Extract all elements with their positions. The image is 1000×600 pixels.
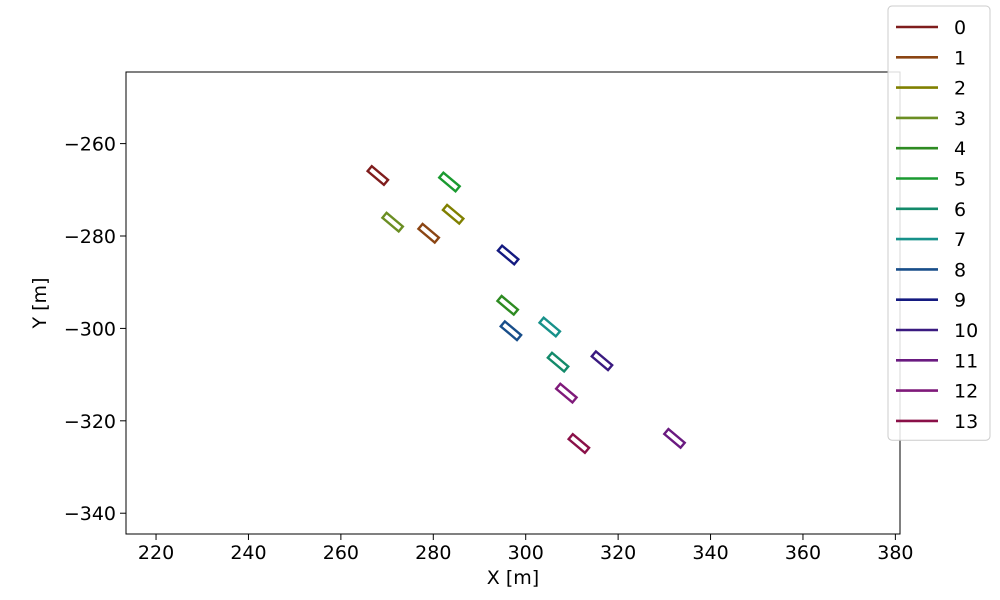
legend-frame [887, 5, 991, 441]
box-mark-9 [496, 243, 521, 266]
x-tick-label: 240 [230, 542, 266, 564]
x-tick-label: 220 [138, 542, 174, 564]
legend-label-1: 1 [954, 47, 966, 69]
box-mark-3 [380, 211, 405, 234]
legend-label-4: 4 [954, 138, 966, 160]
legend-label-11: 11 [954, 350, 978, 372]
legend-label-5: 5 [954, 169, 966, 191]
legend-label-13: 13 [954, 411, 978, 433]
box-mark-2 [441, 203, 466, 226]
box-mark-1 [416, 222, 441, 245]
legend-label-9: 9 [954, 290, 966, 312]
x-tick-label: 280 [415, 542, 451, 564]
y-tick-label: −280 [64, 226, 116, 248]
legend-label-8: 8 [954, 259, 966, 281]
legend-label-0: 0 [954, 17, 966, 39]
x-tick-label: 380 [877, 542, 913, 564]
x-axis-ticks: 220 240 260 280 300 320 340 360 380 [138, 534, 914, 564]
x-tick-label: 320 [600, 542, 636, 564]
x-tick-label: 260 [323, 542, 359, 564]
y-tick-label: −300 [64, 318, 116, 340]
box-mark-7 [537, 316, 562, 339]
y-tick-label: −340 [64, 503, 116, 525]
legend-label-2: 2 [954, 78, 966, 100]
x-tick-label: 340 [692, 542, 728, 564]
box-mark-13 [566, 432, 591, 455]
y-tick-label: −260 [64, 134, 116, 156]
box-mark-5 [437, 170, 462, 193]
box-mark-0 [365, 164, 390, 187]
data-marks [365, 164, 687, 455]
legend-label-12: 12 [954, 381, 978, 403]
y-axis-ticks: −260 −280 −300 −320 −340 [64, 134, 126, 525]
box-mark-8 [499, 319, 523, 342]
legend-label-3: 3 [954, 108, 966, 130]
box-mark-12 [554, 382, 579, 405]
legend-label-6: 6 [954, 199, 966, 221]
legend-label-10: 10 [954, 320, 978, 342]
x-axis-label: X [m] [487, 567, 539, 589]
box-mark-10 [590, 349, 614, 372]
y-tick-label: −320 [64, 411, 116, 433]
x-tick-label: 300 [508, 542, 544, 564]
plot-area-frame [125, 71, 901, 535]
box-mark-6 [546, 351, 570, 374]
legend-label-7: 7 [954, 229, 966, 251]
box-mark-4 [495, 294, 520, 317]
x-tick-label: 360 [785, 542, 821, 564]
box-mark-11 [662, 427, 687, 450]
y-axis-label: Y [m] [29, 278, 51, 330]
